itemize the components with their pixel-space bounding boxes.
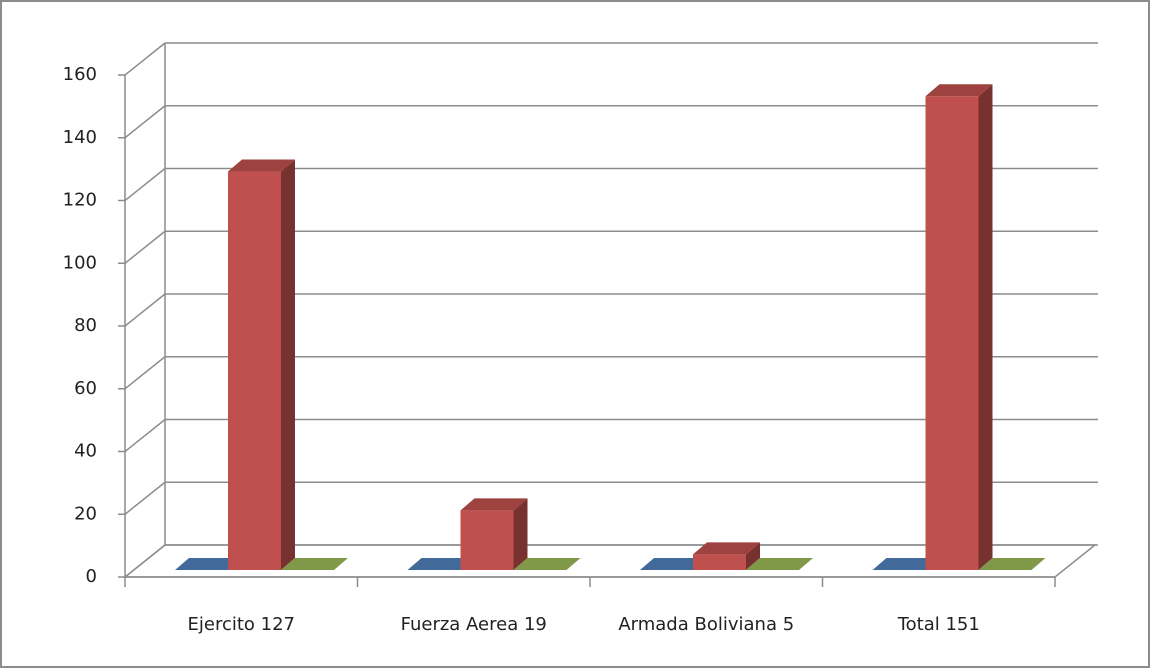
x-tick-label: Total 151	[897, 614, 980, 635]
y-tick-label: 160	[63, 64, 97, 85]
bar-top	[407, 558, 475, 570]
y-tick-label: 80	[74, 315, 97, 336]
grid-line-side	[124, 293, 166, 327]
grid-line-side	[124, 230, 166, 264]
grid-line-side	[124, 418, 166, 453]
bar-top	[746, 558, 813, 570]
bar-top	[460, 498, 528, 511]
bar-top	[640, 558, 707, 570]
y-tick-label: 60	[74, 378, 97, 399]
bar-side	[513, 498, 528, 570]
bar-top	[281, 558, 348, 570]
bar-top	[925, 84, 993, 97]
y-tick-label: 140	[63, 127, 97, 148]
bar-top	[175, 558, 242, 570]
bar-top	[693, 542, 760, 555]
bar-front	[228, 171, 281, 570]
x-tick-label: Armada Boliviana 5	[618, 614, 794, 635]
bar-front	[460, 510, 514, 570]
y-tick-label: 120	[63, 190, 97, 211]
grid-line-side	[124, 167, 166, 202]
y-tick-label: 0	[86, 566, 97, 587]
bar-top	[513, 558, 581, 570]
y-tick-label: 100	[63, 252, 97, 273]
bar-side	[281, 159, 295, 570]
bar-top	[978, 558, 1046, 570]
grid-line-side	[124, 356, 166, 390]
bar-side	[746, 542, 760, 570]
y-tick-label: 40	[74, 441, 97, 462]
grid-line-side	[124, 42, 166, 76]
grid-line-side	[124, 544, 166, 578]
bar-front	[925, 96, 979, 571]
bar-side	[978, 84, 993, 571]
x-tick-label: Fuerza Aerea 19	[401, 614, 547, 635]
y-tick-label: 20	[74, 503, 97, 524]
bar-front	[693, 554, 746, 570]
grid-line-side	[124, 105, 166, 139]
bar-top	[872, 558, 940, 570]
grid-line-side	[124, 481, 166, 515]
bar-top	[228, 159, 295, 172]
x-tick-label: Ejercito 127	[188, 614, 296, 635]
